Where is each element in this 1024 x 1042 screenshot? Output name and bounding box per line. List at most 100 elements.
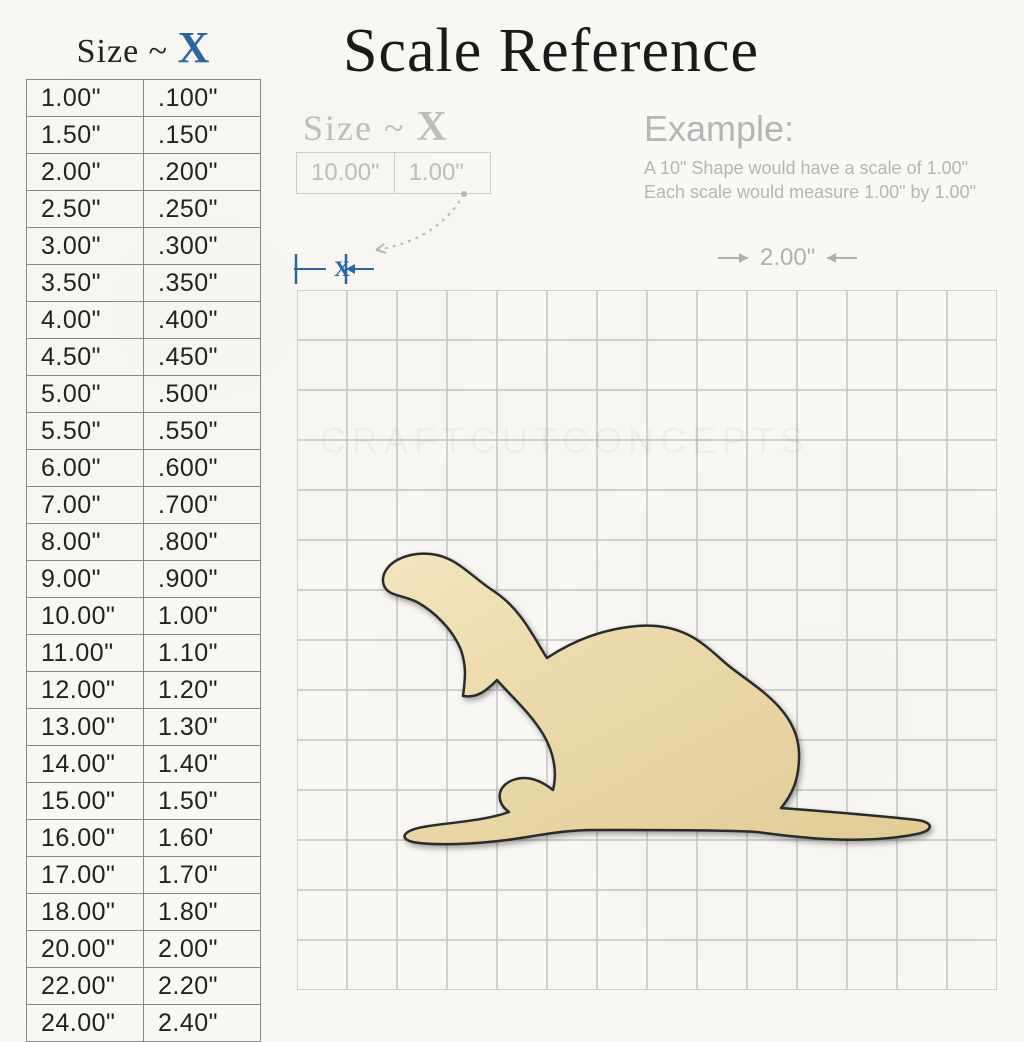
- table-cell: 4.00": [27, 302, 144, 339]
- table-row: 4.00".400": [27, 302, 261, 339]
- table-cell: .500": [144, 376, 261, 413]
- table-cell: 8.00": [27, 524, 144, 561]
- table-row: 17.00"1.70": [27, 857, 261, 894]
- table-cell: 14.00": [27, 746, 144, 783]
- table-cell: 4.50": [27, 339, 144, 376]
- table-cell: .100": [144, 80, 261, 117]
- table-cell: 5.00": [27, 376, 144, 413]
- table-row: 13.00"1.30": [27, 709, 261, 746]
- table-cell: 2.20": [144, 968, 261, 1005]
- table-cell: 17.00": [27, 857, 144, 894]
- table-row: 10.00" 1.00": [297, 153, 491, 194]
- table-cell: .600": [144, 450, 261, 487]
- table-row: 11.00"1.10": [27, 635, 261, 672]
- table-cell: 1.60': [144, 820, 261, 857]
- table-cell: .350": [144, 265, 261, 302]
- table-cell: 1.50": [144, 783, 261, 820]
- table-cell: 10.00": [27, 598, 144, 635]
- x-dimension-marker: X: [294, 246, 394, 296]
- example-line1: A 10" Shape would have a scale of 1.00": [644, 156, 976, 180]
- table-row: 5.50".550": [27, 413, 261, 450]
- table-cell: 1.80": [144, 894, 261, 931]
- table-cell: .200": [144, 154, 261, 191]
- table-row: 9.00".900": [27, 561, 261, 598]
- table-row: 6.00".600": [27, 450, 261, 487]
- table-row: 22.00"2.20": [27, 968, 261, 1005]
- grid-region: [297, 290, 997, 990]
- table-cell: 16.00": [27, 820, 144, 857]
- mini-size-prefix: Size ~: [303, 108, 416, 148]
- table-cell: 1.00": [144, 598, 261, 635]
- table-cell: 18.00": [27, 894, 144, 931]
- page-title: Scale Reference: [343, 16, 759, 87]
- mini-size-header: Size ~ X: [303, 103, 449, 151]
- table-row: 1.00".100": [27, 80, 261, 117]
- size-table: 1.00".100"1.50".150"2.00".200"2.50".250"…: [26, 79, 261, 1042]
- table-cell: 1.50": [27, 117, 144, 154]
- table-row: 10.00"1.00": [27, 598, 261, 635]
- table-row: 1.50".150": [27, 117, 261, 154]
- table-row: 8.00".800": [27, 524, 261, 561]
- table-row: 2.50".250": [27, 191, 261, 228]
- table-row: 20.00"2.00": [27, 931, 261, 968]
- table-cell: 3.50": [27, 265, 144, 302]
- table-cell: 6.00": [27, 450, 144, 487]
- example-line2: Each scale would measure 1.00" by 1.00": [644, 180, 976, 204]
- table-row: 18.00"1.80": [27, 894, 261, 931]
- otter-shape: [357, 530, 937, 870]
- size-table-header: Size ~ X: [26, 22, 261, 73]
- table-cell: 11.00": [27, 635, 144, 672]
- table-cell: 9.00": [27, 561, 144, 598]
- table-row: 14.00"1.40": [27, 746, 261, 783]
- mini-cell-scale: 1.00": [394, 153, 490, 194]
- table-cell: 7.00": [27, 487, 144, 524]
- table-cell: 2.40": [144, 1005, 261, 1042]
- table-row: 3.00".300": [27, 228, 261, 265]
- example-heading: Example:: [644, 108, 976, 150]
- table-cell: .900": [144, 561, 261, 598]
- table-cell: 3.00": [27, 228, 144, 265]
- table-cell: 1.40": [144, 746, 261, 783]
- table-row: 12.00"1.20": [27, 672, 261, 709]
- table-cell: 1.70": [144, 857, 261, 894]
- table-row: 3.50".350": [27, 265, 261, 302]
- table-cell: 15.00": [27, 783, 144, 820]
- table-row: 2.00".200": [27, 154, 261, 191]
- table-cell: 22.00": [27, 968, 144, 1005]
- table-cell: .400": [144, 302, 261, 339]
- scale-marker-label: 2.00": [760, 244, 815, 272]
- table-cell: .700": [144, 487, 261, 524]
- grid-scale-marker: 2.00": [718, 244, 857, 272]
- table-cell: 2.00": [27, 154, 144, 191]
- table-row: 24.00"2.40": [27, 1005, 261, 1042]
- table-cell: .800": [144, 524, 261, 561]
- table-cell: 24.00": [27, 1005, 144, 1042]
- table-cell: 2.00": [144, 931, 261, 968]
- table-cell: 5.50": [27, 413, 144, 450]
- x-marker-label: X: [334, 256, 350, 282]
- size-x-highlight: X: [178, 23, 211, 72]
- table-row: 7.00".700": [27, 487, 261, 524]
- table-cell: .300": [144, 228, 261, 265]
- size-prefix: Size ~: [77, 33, 178, 70]
- table-cell: .250": [144, 191, 261, 228]
- table-row: 5.00".500": [27, 376, 261, 413]
- table-cell: 1.00": [27, 80, 144, 117]
- table-cell: 1.10": [144, 635, 261, 672]
- table-cell: 12.00": [27, 672, 144, 709]
- table-cell: 20.00": [27, 931, 144, 968]
- table-cell: 1.30": [144, 709, 261, 746]
- table-row: 4.50".450": [27, 339, 261, 376]
- table-cell: .450": [144, 339, 261, 376]
- example-block: Example: A 10" Shape would have a scale …: [644, 108, 976, 205]
- table-cell: .550": [144, 413, 261, 450]
- table-cell: 2.50": [27, 191, 144, 228]
- mini-size-x: X: [416, 104, 448, 150]
- table-cell: .150": [144, 117, 261, 154]
- table-cell: 1.20": [144, 672, 261, 709]
- mini-size-table: 10.00" 1.00": [296, 152, 491, 194]
- table-cell: 13.00": [27, 709, 144, 746]
- size-table-region: Size ~ X 1.00".100"1.50".150"2.00".200"2…: [26, 22, 261, 1042]
- mini-cell-size: 10.00": [297, 153, 395, 194]
- table-row: 15.00"1.50": [27, 783, 261, 820]
